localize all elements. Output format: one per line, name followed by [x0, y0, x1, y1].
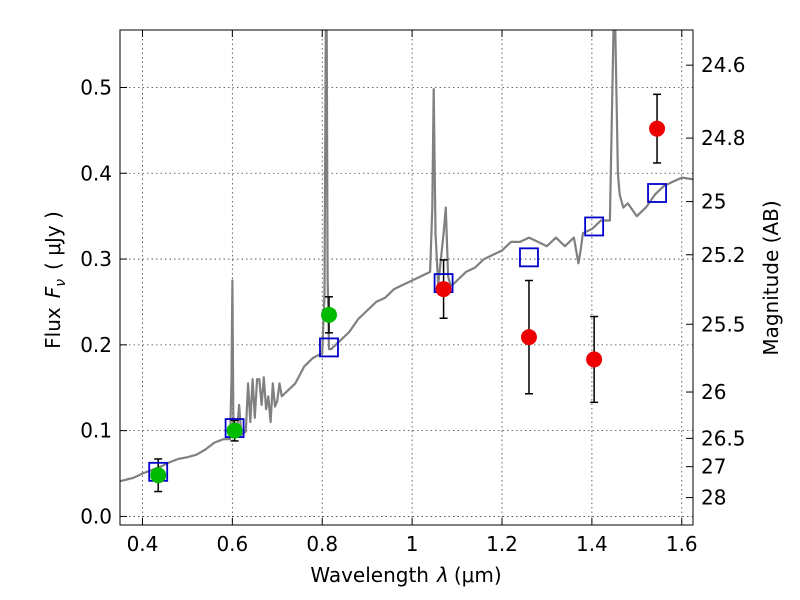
right-tick-label: 26.5	[701, 426, 746, 450]
right-tick-label: 25	[701, 190, 726, 214]
y-tick-label: 0.1	[80, 419, 112, 443]
model-photometry-square	[584, 216, 605, 237]
y-tick-label: 0.4	[80, 161, 112, 185]
right-tick-label: 24.6	[701, 53, 746, 77]
model-spectrum-layer	[120, 30, 693, 483]
model-photometry-square	[647, 183, 667, 203]
model-photometry-square	[319, 337, 339, 358]
model-photometry-square	[519, 247, 539, 268]
optical_detections-point	[226, 422, 243, 439]
tick-marks	[120, 30, 693, 525]
x-tick-label: 0.6	[216, 532, 248, 556]
y-tick-label: 0.3	[80, 247, 112, 271]
nir_detections-point	[586, 351, 603, 368]
model-spectrum-line	[120, 30, 693, 483]
x-tick-label: 1	[406, 532, 419, 556]
gridlines	[120, 30, 693, 525]
plot-frame	[119, 29, 694, 526]
right-axis-label: Magnitude (AB)	[759, 200, 783, 355]
right-tick-label: 25.2	[701, 243, 746, 267]
x-tick-label: 0.4	[127, 532, 159, 556]
y-tick-label: 0.2	[80, 333, 112, 357]
x-tick-label: 1.4	[576, 532, 608, 556]
y-tick-label: 0.0	[80, 504, 112, 528]
x-tick-label: 0.8	[306, 532, 338, 556]
data-points-layer	[148, 120, 667, 484]
optical_detections-point	[320, 306, 337, 323]
y-tick-label: 0.5	[80, 75, 112, 99]
right-tick-label: 24.8	[701, 126, 746, 150]
nir_detections-point	[649, 120, 666, 137]
x-tick-label: 1.6	[666, 532, 698, 556]
nir_detections-point	[435, 281, 452, 298]
x-axis-label: Wavelength λ (μm)	[310, 563, 501, 587]
right-tick-label: 27	[701, 455, 726, 479]
tick-labels: 0.4 0.6 0.8 1 1.2 1.4 1.6 0.0 0.1 0.2 0.3 0.4 0.5 24.…	[80, 53, 745, 556]
right-tick-label: 25.5	[701, 312, 746, 336]
y-axis-label: FluxFν( μJy )	[41, 211, 69, 349]
optical_detections-point	[150, 467, 167, 484]
right-tick-label: 26	[701, 380, 726, 404]
right-tick-label: 28	[701, 486, 726, 510]
nir_detections-point	[520, 329, 537, 346]
x-tick-label: 1.2	[486, 532, 518, 556]
